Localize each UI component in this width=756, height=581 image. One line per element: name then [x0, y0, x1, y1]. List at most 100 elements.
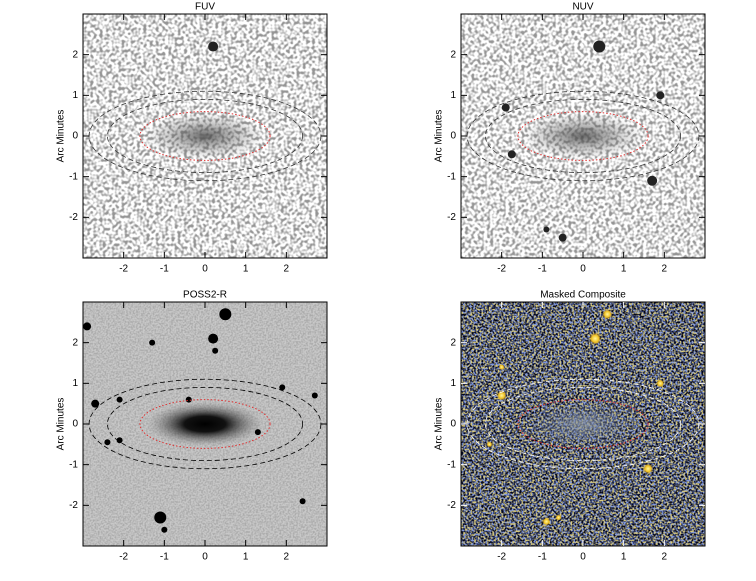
star — [208, 41, 219, 52]
x-tick-label: 1 — [243, 264, 249, 275]
x-tick-label: -2 — [119, 552, 128, 563]
x-tick-label: 0 — [580, 552, 586, 563]
aperture-inner — [139, 399, 271, 449]
y-tick-label: 0 — [450, 131, 456, 142]
panel: POSS2-R Arc Minutes -2 -1 0 1 2 -2 -1 0 1 2 — [56, 290, 328, 563]
aperture-outer — [88, 378, 322, 470]
x-tick-label: -2 — [497, 264, 506, 275]
x-tick-label: -1 — [538, 264, 547, 275]
x-tick-label: 0 — [202, 264, 208, 275]
star — [208, 333, 219, 344]
y-tick-label: -1 — [447, 459, 456, 470]
x-tick-label: 2 — [284, 264, 290, 275]
panel-title: NUV — [572, 2, 593, 13]
y-tick-label: 1 — [450, 90, 456, 101]
y-tick-label: 0 — [450, 419, 456, 430]
star — [311, 392, 318, 399]
y-axis-label: Arc Minutes — [56, 398, 67, 451]
star — [593, 40, 606, 53]
aperture-inner — [517, 399, 649, 449]
y-tick-label: -1 — [69, 459, 78, 470]
aperture-mid — [484, 386, 681, 461]
x-tick-label: 2 — [662, 552, 668, 563]
star — [589, 332, 602, 345]
galaxy — [146, 401, 264, 447]
star — [656, 379, 665, 388]
aperture-outer — [88, 90, 322, 182]
x-tick-label: 2 — [284, 552, 290, 563]
x-tick-label: 0 — [580, 264, 586, 275]
image — [461, 14, 705, 258]
star — [104, 439, 111, 446]
x-tick-label: 0 — [202, 552, 208, 563]
y-axis-label: Arc Minutes — [434, 110, 445, 163]
y-tick-label: -2 — [69, 212, 78, 223]
aperture-outer — [466, 378, 700, 470]
y-tick-label: -2 — [447, 500, 456, 511]
y-tick-label: 1 — [72, 378, 78, 389]
panel: Masked Composite Arc Minutes -2 -1 0 1 2 -2 -1 0 1… — [434, 290, 706, 563]
star — [212, 347, 219, 354]
star — [299, 498, 306, 505]
y-tick-label: 1 — [72, 90, 78, 101]
x-tick-label: -2 — [497, 552, 506, 563]
aperture-outer — [466, 90, 700, 182]
y-axis-label: Arc Minutes — [434, 398, 445, 451]
y-tick-label: 0 — [72, 419, 78, 430]
x-tick-label: 2 — [662, 264, 668, 275]
galaxy — [146, 113, 264, 159]
x-tick-label: -1 — [160, 552, 169, 563]
star — [656, 91, 665, 100]
image — [461, 302, 705, 546]
star — [161, 526, 168, 533]
y-tick-label: 0 — [72, 131, 78, 142]
star — [501, 103, 510, 112]
aperture-mid — [107, 99, 303, 173]
star — [154, 511, 167, 524]
star — [91, 399, 100, 408]
image — [83, 14, 327, 258]
aperture-inner — [517, 111, 649, 161]
star — [507, 150, 516, 159]
star — [498, 364, 505, 371]
panel: FUV Arc Minutes -2 -1 0 1 2 -2 -1 0 1 2 — [56, 2, 328, 275]
star — [555, 514, 562, 521]
aperture-mid — [484, 99, 681, 173]
star — [496, 390, 507, 401]
star — [116, 396, 123, 403]
panel-title: POSS2-R — [183, 290, 227, 301]
star — [542, 517, 551, 526]
y-tick-label: 2 — [72, 337, 78, 348]
aperture-inner — [139, 111, 271, 161]
star — [486, 441, 493, 448]
x-tick-label: 1 — [621, 552, 627, 563]
star — [643, 463, 654, 474]
star — [647, 175, 658, 186]
y-tick-label: 2 — [450, 49, 456, 60]
x-tick-label: -1 — [538, 552, 547, 563]
y-tick-label: -1 — [69, 171, 78, 182]
star — [558, 233, 567, 242]
star — [116, 437, 123, 444]
star — [83, 322, 92, 331]
star — [602, 309, 613, 320]
y-tick-label: -2 — [447, 212, 456, 223]
y-tick-label: -1 — [447, 171, 456, 182]
y-tick-label: 1 — [450, 378, 456, 389]
star — [279, 384, 286, 391]
x-tick-label: 1 — [243, 552, 249, 563]
galaxy — [524, 401, 642, 447]
y-tick-label: 2 — [450, 337, 456, 348]
y-tick-label: 2 — [72, 49, 78, 60]
star — [149, 339, 156, 346]
x-tick-label: -2 — [119, 264, 128, 275]
image — [83, 302, 327, 546]
x-tick-label: 1 — [621, 264, 627, 275]
panel-title: FUV — [195, 2, 215, 13]
x-tick-label: -1 — [160, 264, 169, 275]
aperture-mid — [107, 386, 303, 461]
y-tick-label: -2 — [69, 500, 78, 511]
star — [543, 226, 550, 233]
panel: NUV Arc Minutes -2 -1 0 1 2 -2 -1 0 1 2 — [434, 2, 706, 275]
